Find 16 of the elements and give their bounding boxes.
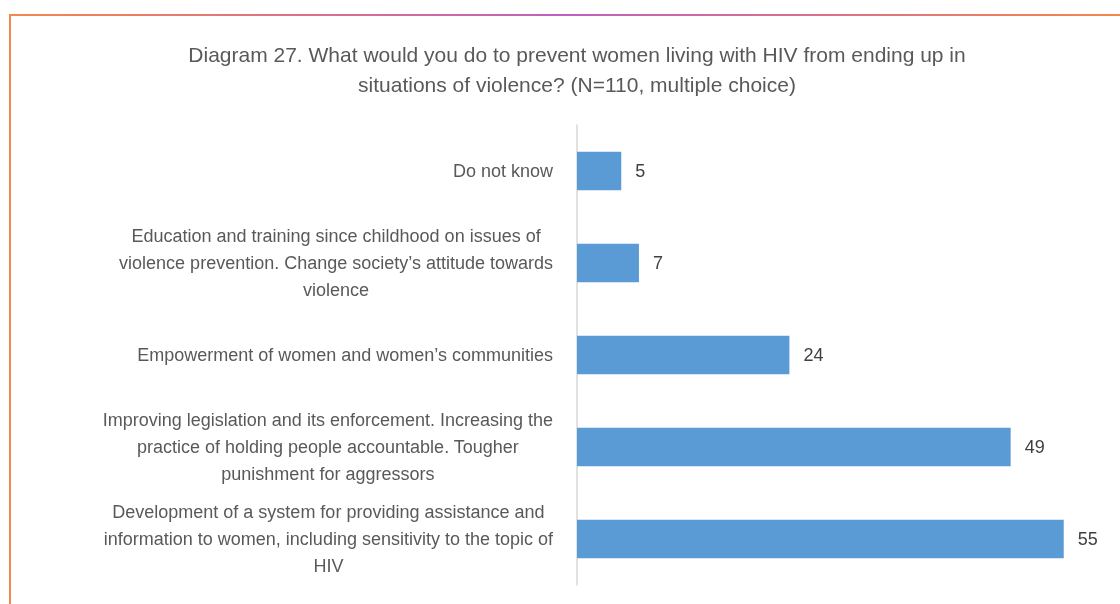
data-label: 49 <box>1024 437 1045 457</box>
bar <box>577 427 1011 467</box>
data-label: 7 <box>652 253 663 273</box>
data-label: 5 <box>635 161 646 181</box>
y-tick-label: Education and training since childhood on issues of violence prevention. Change society’s attitude towards violence <box>119 226 554 300</box>
y-tick-label: Improving legislation and its enforcement. Increasing the practice of holding people accountable. Tougher punishment for aggressors <box>102 410 553 484</box>
y-tick-label: Do not know <box>452 161 554 181</box>
y-tick-label: Empowerment of women and women’s communities <box>137 345 554 365</box>
bar <box>577 151 622 191</box>
bar <box>577 335 790 375</box>
y-tick-label: Development of a system for providing assistance and information to women, including sensitivity to the topic of HIV <box>103 502 554 576</box>
chart-title: Diagram 27. What would you do to prevent women living with HIV from ending up in situations of violence? (N=110, multiple choice) <box>188 42 966 96</box>
bar <box>577 243 639 283</box>
data-label: 24 <box>803 345 824 365</box>
bar <box>577 519 1064 559</box>
data-label: 55 <box>1077 529 1098 549</box>
